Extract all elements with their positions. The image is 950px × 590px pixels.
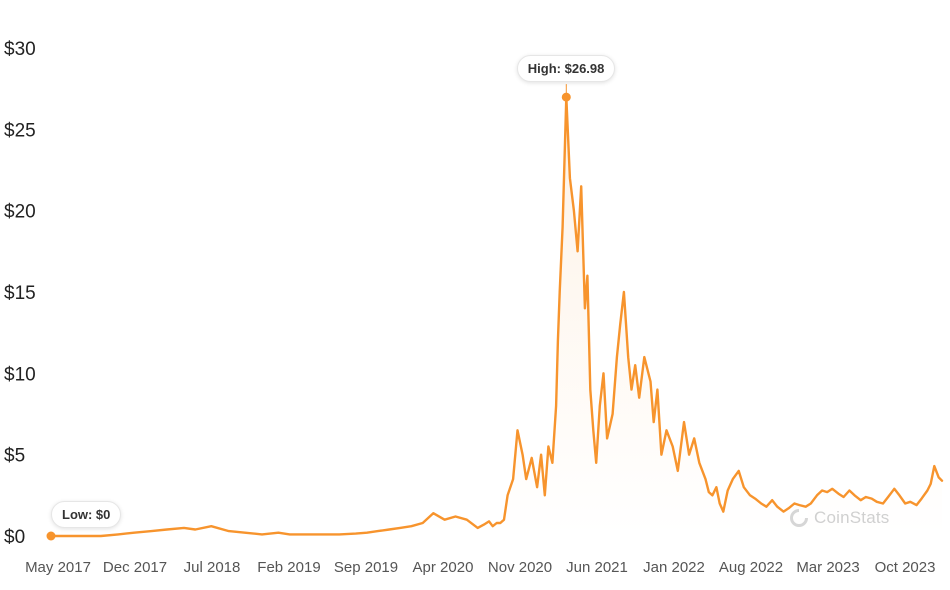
- y-tick-label: $15: [4, 283, 36, 304]
- x-tick-label: Aug 2022: [719, 559, 783, 576]
- y-axis-ticks: $0 $5 $10 $15 $20 $25 $30: [4, 39, 36, 548]
- x-tick-label: Mar 2023: [796, 559, 859, 576]
- x-tick-label: Sep 2019: [334, 559, 398, 576]
- x-tick-label: Feb 2019: [257, 559, 320, 576]
- y-tick-label: $5: [4, 446, 25, 467]
- coinstats-watermark: CoinStats: [790, 508, 890, 528]
- x-tick-label: Jul 2018: [184, 559, 241, 576]
- watermark-text: CoinStats: [814, 508, 890, 527]
- x-tick-label: Apr 2020: [413, 559, 474, 576]
- price-area-fill: [51, 97, 942, 536]
- y-tick-label: $0: [4, 527, 25, 548]
- y-tick-label: $20: [4, 202, 36, 223]
- x-tick-label: Jan 2022: [643, 559, 705, 576]
- price-series-line: [49, 95, 944, 538]
- x-axis-ticks: May 2017 Dec 2017 Jul 2018 Feb 2019 Sep 2019…: [25, 559, 935, 576]
- y-tick-label: $30: [4, 39, 36, 60]
- y-tick-label: $10: [4, 364, 36, 385]
- y-tick-label: $25: [4, 120, 36, 141]
- x-tick-label: Nov 2020: [488, 559, 552, 576]
- low-annotation: Low: $0: [51, 501, 122, 528]
- high-annotation: High: $26.98: [516, 55, 616, 83]
- low-marker: [46, 531, 56, 541]
- x-tick-label: Dec 2017: [103, 559, 167, 576]
- coinstats-logo-icon: [790, 509, 808, 527]
- x-tick-label: Jun 2021: [566, 559, 628, 576]
- x-tick-label: Oct 2023: [875, 559, 936, 576]
- high-marker: [561, 92, 571, 102]
- x-tick-label: May 2017: [25, 559, 91, 576]
